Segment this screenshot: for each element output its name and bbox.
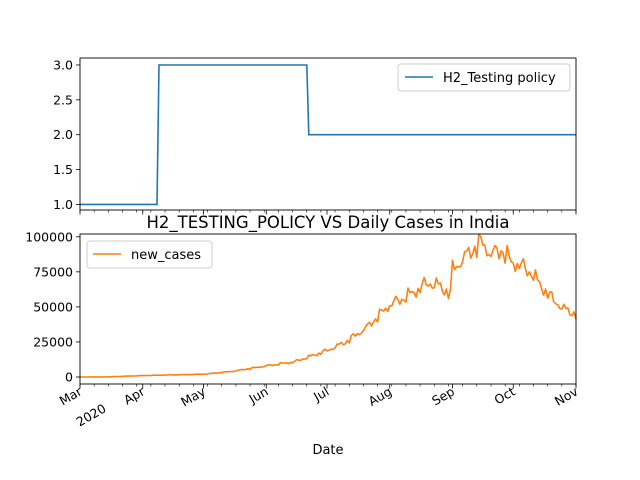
bottom-series-group (80, 233, 577, 378)
top-legend: H2_Testing policy (397, 63, 571, 92)
chart-title: H2_TESTING_POLICY VS Daily Cases in Indi… (146, 213, 509, 233)
top-subplot: 1.0 1.5 2.0 2.5 3.0 H2_Testing policy (53, 57, 577, 215)
bottom-x-tick-label: Mar (57, 383, 86, 408)
bottom-y-tick-label: 0 (65, 369, 73, 384)
bottom-x-tick-label: Jul (310, 384, 331, 405)
top-y-ticks: 1.0 1.5 2.0 2.5 3.0 (53, 57, 80, 212)
bottom-y-tick-label: 75000 (33, 264, 73, 279)
bottom-legend-label: new_cases (131, 248, 201, 263)
bottom-x-tick-year: 2020 (73, 401, 108, 430)
top-y-tick-label: 3.0 (53, 57, 73, 72)
series-line-h2-testing-policy (80, 64, 576, 206)
bottom-legend-box (86, 240, 213, 269)
bottom-x-tick-label: Apr (121, 383, 148, 407)
top-legend-box (397, 63, 571, 92)
top-series-group (80, 64, 576, 206)
x-axis-label: Date (312, 443, 343, 458)
bottom-y-tick-label: 25000 (33, 334, 73, 349)
bottom-plot-frame (79, 233, 577, 385)
bottom-y-tick-label: 100000 (25, 229, 73, 244)
bottom-y-ticks: 0 25000 50000 75000 100000 (25, 229, 80, 384)
bottom-x-tick-label: May (178, 383, 208, 409)
bottom-legend: new_cases (86, 240, 213, 269)
top-y-tick-label: 2.0 (53, 127, 73, 142)
bottom-x-tick-label: Oct (492, 384, 518, 408)
top-y-tick-label: 1.0 (53, 197, 73, 212)
series-line-new-cases (80, 233, 577, 378)
bottom-y-tick-label: 50000 (33, 299, 73, 314)
bottom-subplot: H2_TESTING_POLICY VS Daily Cases in Indi… (25, 213, 581, 458)
bottom-x-tick-label: Jun (245, 384, 270, 407)
top-y-tick-label: 2.5 (53, 92, 73, 107)
top-y-tick-label: 1.5 (53, 162, 73, 177)
top-legend-label: H2_Testing policy (443, 71, 556, 86)
top-plot-frame (79, 57, 577, 211)
bottom-x-tick-label: Nov (552, 383, 581, 408)
